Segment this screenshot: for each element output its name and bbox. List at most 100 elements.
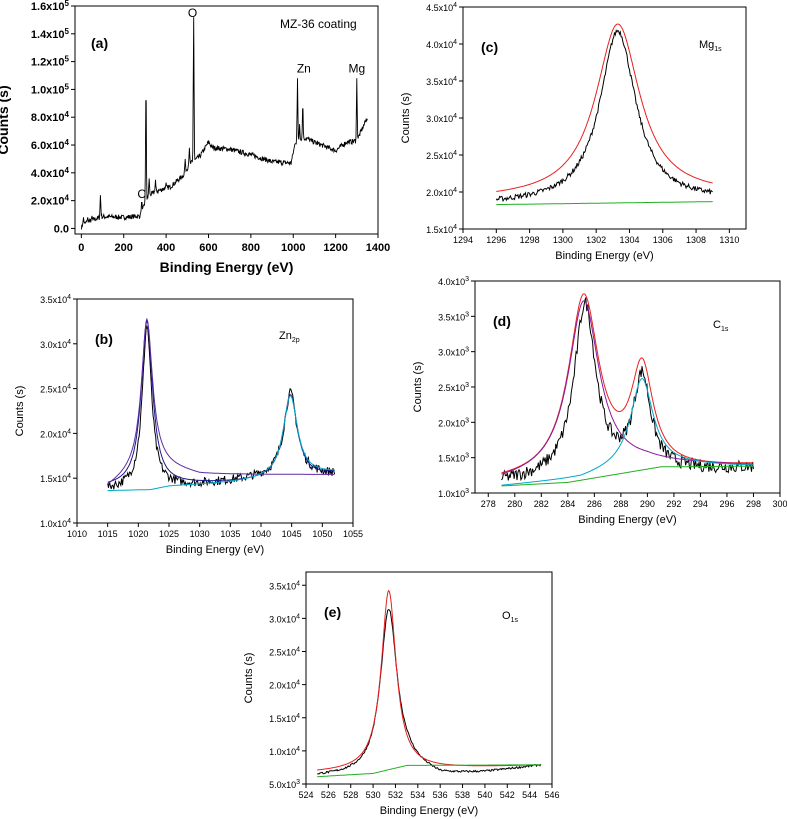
series-line-0 <box>317 609 542 775</box>
x-tick-label: 1025 <box>159 529 179 539</box>
series-line-1 <box>317 589 541 771</box>
y-tick-label: 4.5x104 <box>426 2 457 13</box>
series-line-0 <box>80 17 368 230</box>
x-tick-label: 1040 <box>251 529 271 539</box>
y-tick-label: 2.5x104 <box>269 647 300 658</box>
x-tick-label: 536 <box>433 790 448 800</box>
element-label: Mg1s <box>699 39 722 53</box>
x-tick-label: 1030 <box>190 529 210 539</box>
x-tick-label: 1296 <box>486 235 506 245</box>
y-axis-label: Counts (s) <box>400 93 412 144</box>
panel-label: (e) <box>324 604 341 620</box>
x-tick-label: 280 <box>507 499 522 509</box>
panel-label: (a) <box>91 35 108 51</box>
x-tick-label: 298 <box>746 499 761 509</box>
y-axis-label: Counts (s) <box>243 653 255 704</box>
x-tick-label: 1294 <box>453 235 473 245</box>
peak-annotation: O <box>188 6 197 20</box>
x-tick-label: 1300 <box>553 235 573 245</box>
y-tick-label: 3.0x103 <box>438 347 469 358</box>
x-tick-label: 542 <box>500 790 515 800</box>
series-line-0 <box>495 29 713 203</box>
y-tick-label: 1.5x104 <box>269 713 300 724</box>
x-tick-label: 544 <box>522 790 537 800</box>
x-tick-label: 0 <box>78 242 84 254</box>
element-label: Zn2p <box>279 330 300 344</box>
x-tick-label: 1045 <box>282 529 302 539</box>
y-tick-label: 2.0x104 <box>40 428 71 439</box>
series-line-2 <box>317 764 541 778</box>
y-tick-label: 2.5x103 <box>438 382 469 393</box>
x-tick-label: 286 <box>587 499 602 509</box>
y-tick-label: 5.0x103 <box>269 779 300 790</box>
y-tick-label: 1.0x105 <box>31 82 70 96</box>
y-axis-label: Counts (s) <box>14 386 26 437</box>
x-tick-label: 400 <box>157 242 175 254</box>
y-tick-label: 4.0x104 <box>426 39 457 50</box>
element-label: O1s <box>502 610 518 624</box>
x-axis-label: Binding Energy (eV) <box>166 544 264 556</box>
series-line-3 <box>107 395 335 492</box>
x-tick-label: 288 <box>613 499 628 509</box>
y-tick-label: 2.0x103 <box>438 417 469 428</box>
x-tick-label: 1015 <box>98 529 118 539</box>
y-tick-label: 3.0x104 <box>40 339 71 350</box>
x-tick-label: 532 <box>388 790 403 800</box>
y-tick-label: 8.0x104 <box>31 110 70 124</box>
series-line-0 <box>501 297 754 482</box>
x-tick-label: 1298 <box>520 235 540 245</box>
y-tick-label: 3.5x104 <box>40 294 71 305</box>
y-tick-label: 1.5x104 <box>40 473 71 484</box>
x-tick-label: 600 <box>199 242 217 254</box>
y-tick-label: 1.0x104 <box>40 518 71 529</box>
x-axis-label: Binding Energy (eV) <box>380 805 478 817</box>
series-line-3 <box>501 377 754 486</box>
y-tick-label: 0.0 <box>54 223 69 235</box>
y-tick-label: 3.5x103 <box>438 311 469 322</box>
x-tick-label: 1200 <box>323 242 347 254</box>
y-tick-label: 1.4x105 <box>31 27 70 41</box>
x-axis-label: Binding Energy (eV) <box>555 250 653 262</box>
y-tick-label: 1.2x105 <box>31 55 70 69</box>
y-tick-label: 3.5x104 <box>426 76 457 87</box>
y-tick-label: 2.0x104 <box>269 680 300 691</box>
x-tick-label: 1055 <box>343 529 363 539</box>
y-tick-label: 2.0x104 <box>426 187 457 198</box>
x-tick-label: 284 <box>560 499 575 509</box>
y-tick-label: 3.0x104 <box>426 113 457 124</box>
x-tick-label: 1302 <box>586 235 606 245</box>
y-tick-label: 2.5x104 <box>426 150 457 161</box>
x-tick-label: 534 <box>410 790 425 800</box>
y-tick-label: 1.0x104 <box>269 746 300 757</box>
panel-label: (b) <box>95 331 113 347</box>
x-tick-label: 290 <box>640 499 655 509</box>
y-axis-label: Counts (s) <box>0 85 11 154</box>
x-tick-label: 200 <box>115 242 133 254</box>
panel-label: (c) <box>481 39 498 55</box>
x-tick-label: 1050 <box>312 529 332 539</box>
series-line-1 <box>496 23 713 192</box>
series-line-2 <box>496 201 713 206</box>
y-tick-label: 3.0x104 <box>269 613 300 624</box>
chart-panel-b: 1010 1015 1020 1025 1030 1035 1040 1045 1050 1055… <box>14 294 363 556</box>
x-tick-label: 292 <box>666 499 681 509</box>
x-tick-label: 538 <box>455 790 470 800</box>
y-tick-label: 3.5x104 <box>269 580 300 591</box>
y-tick-label: 4.0x104 <box>31 166 70 180</box>
y-tick-label: 1.0x103 <box>438 488 469 499</box>
plot-frame <box>76 298 354 524</box>
x-tick-label: 528 <box>343 790 358 800</box>
x-tick-label: 282 <box>534 499 549 509</box>
chart-panel-d: 278 280 282 284 286 288 290 292 294 296 298 300 1.0x… <box>412 276 787 526</box>
peak-annotation: C <box>137 187 146 201</box>
y-axis-label: Counts (s) <box>412 362 424 413</box>
y-tick-label: 2.5x104 <box>40 384 71 395</box>
y-tick-label: 1.5x103 <box>438 453 469 464</box>
panel-label: (d) <box>493 313 511 329</box>
plot-frame <box>74 5 379 235</box>
x-tick-label: 1304 <box>619 235 639 245</box>
y-tick-label: 4.0x103 <box>438 276 469 287</box>
x-axis-label: Binding Energy (eV) <box>160 259 294 275</box>
x-tick-label: 800 <box>242 242 260 254</box>
